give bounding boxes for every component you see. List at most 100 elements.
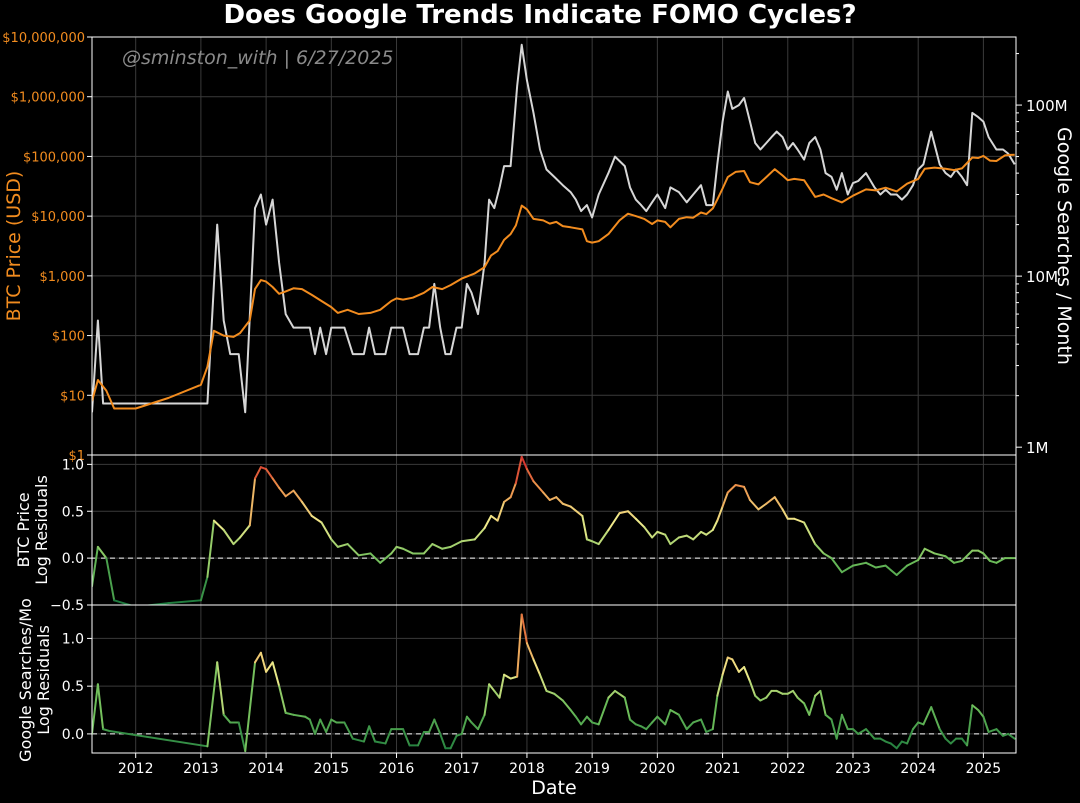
residual-segment bbox=[503, 673, 512, 680]
residual-segment bbox=[995, 728, 1004, 737]
residual-segment bbox=[532, 658, 541, 676]
bottom-tick-label: 1.0 bbox=[62, 631, 84, 647]
residual-segment bbox=[857, 728, 868, 735]
x-axis-label: Date bbox=[531, 777, 576, 799]
residual-segment bbox=[545, 689, 556, 695]
residual-segment bbox=[532, 480, 545, 494]
residual-segment bbox=[428, 718, 436, 733]
price-tick-label: $1 bbox=[68, 449, 85, 464]
residual-segment bbox=[944, 555, 956, 564]
middle-y-ticks: −0.5 0.0 0.5 1.0 bbox=[50, 457, 92, 614]
residual-segment bbox=[791, 689, 799, 699]
residual-segment bbox=[244, 661, 257, 753]
residual-segment bbox=[613, 689, 626, 699]
residual-segment bbox=[498, 673, 506, 699]
residual-segment bbox=[692, 530, 703, 541]
residual-segment bbox=[895, 740, 903, 750]
residual-segment bbox=[254, 651, 262, 664]
residual-segment bbox=[449, 734, 458, 750]
residual-segment bbox=[585, 715, 594, 724]
residual-segment bbox=[330, 538, 339, 548]
residual-segment bbox=[734, 484, 746, 488]
residual-segment bbox=[488, 683, 496, 692]
date-axis-ticks: 2012 2013 2014 2015 2016 2017 2018 2019 2020 2021… bbox=[118, 753, 1001, 777]
residual-segment bbox=[92, 683, 99, 735]
year-tick-label: 2012 bbox=[118, 761, 154, 777]
residual-segment bbox=[143, 602, 170, 605]
residual-segment bbox=[591, 721, 600, 726]
residual-segment bbox=[449, 540, 463, 548]
residual-segment bbox=[102, 728, 111, 733]
residual-segment bbox=[199, 575, 209, 602]
residual-segment bbox=[368, 725, 377, 743]
residual-segment bbox=[645, 721, 654, 731]
residual-segment bbox=[320, 521, 333, 541]
residual-segment bbox=[607, 689, 616, 699]
price-tick-label: $1,000 bbox=[40, 270, 86, 285]
residual-segment bbox=[971, 704, 980, 712]
axis-label-line: BTC Price bbox=[14, 492, 33, 567]
residual-segment bbox=[346, 543, 360, 557]
residual-segment bbox=[433, 718, 442, 735]
residual-segment bbox=[643, 526, 654, 539]
middle-tick-label: −0.5 bbox=[50, 598, 84, 614]
residual-segment bbox=[938, 728, 947, 740]
residual-segment bbox=[895, 564, 909, 576]
residual-segment bbox=[922, 706, 933, 726]
residual-segment bbox=[278, 685, 287, 714]
year-tick-label: 2014 bbox=[248, 761, 284, 777]
price-tick-label: $100,000 bbox=[23, 150, 85, 165]
residual-segment bbox=[542, 491, 551, 501]
price-axis-ticks: $1 $10 $100 $1,000 $10,000 $100,000 $1,000,000… bbox=[2, 31, 92, 464]
residual-segment bbox=[569, 505, 584, 517]
residual-segment bbox=[310, 514, 323, 524]
residual-segment bbox=[206, 661, 219, 748]
residual-segment bbox=[933, 552, 947, 558]
watermark: @sminston_with | 6/27/2025 bbox=[122, 47, 393, 69]
year-tick-label: 2020 bbox=[640, 761, 676, 777]
google-searches-line bbox=[92, 43, 1016, 414]
residual-segment bbox=[700, 718, 708, 733]
residual-segment bbox=[395, 545, 405, 550]
residual-segment bbox=[284, 489, 295, 498]
residual-segment bbox=[651, 530, 659, 539]
residual-segment bbox=[271, 661, 281, 688]
residual-segment bbox=[1007, 732, 1016, 740]
year-tick-label: 2024 bbox=[900, 761, 936, 777]
searches-axis-label: Google Searches / Month bbox=[1053, 127, 1075, 365]
residual-segment bbox=[685, 534, 695, 541]
residual-segment bbox=[982, 715, 990, 733]
residual-segment bbox=[664, 709, 672, 726]
residual-segment bbox=[343, 721, 354, 740]
residual-segment bbox=[597, 529, 610, 546]
price-tick-label: $1,000,000 bbox=[11, 91, 85, 106]
top-panel-frame bbox=[91, 36, 1017, 456]
residual-segment bbox=[284, 711, 295, 716]
axis-label-line: Log Residuals bbox=[34, 625, 53, 735]
residual-segment bbox=[113, 599, 133, 605]
residual-segment bbox=[987, 728, 998, 733]
residual-segment bbox=[216, 661, 225, 716]
residual-segment bbox=[865, 728, 876, 740]
residual-segment bbox=[618, 510, 630, 515]
residual-segment bbox=[759, 696, 768, 702]
residual-segment bbox=[669, 536, 680, 546]
residual-segment bbox=[581, 514, 588, 541]
residual-segment bbox=[509, 482, 517, 499]
residual-segment bbox=[677, 534, 688, 539]
residual-segment bbox=[473, 527, 486, 541]
year-tick-label: 2015 bbox=[313, 761, 349, 777]
residual-segment bbox=[496, 500, 506, 522]
year-tick-label: 2016 bbox=[379, 761, 415, 777]
residual-segment bbox=[731, 658, 740, 673]
residual-segment bbox=[917, 547, 926, 561]
residual-segment bbox=[803, 521, 817, 546]
year-tick-label: 2021 bbox=[705, 761, 741, 777]
residual-segment bbox=[830, 718, 838, 740]
residual-segment bbox=[441, 545, 452, 550]
residual-segment bbox=[949, 737, 958, 745]
residual-segment bbox=[721, 656, 729, 676]
residual-segment bbox=[716, 673, 724, 697]
residual-segment bbox=[819, 689, 827, 716]
